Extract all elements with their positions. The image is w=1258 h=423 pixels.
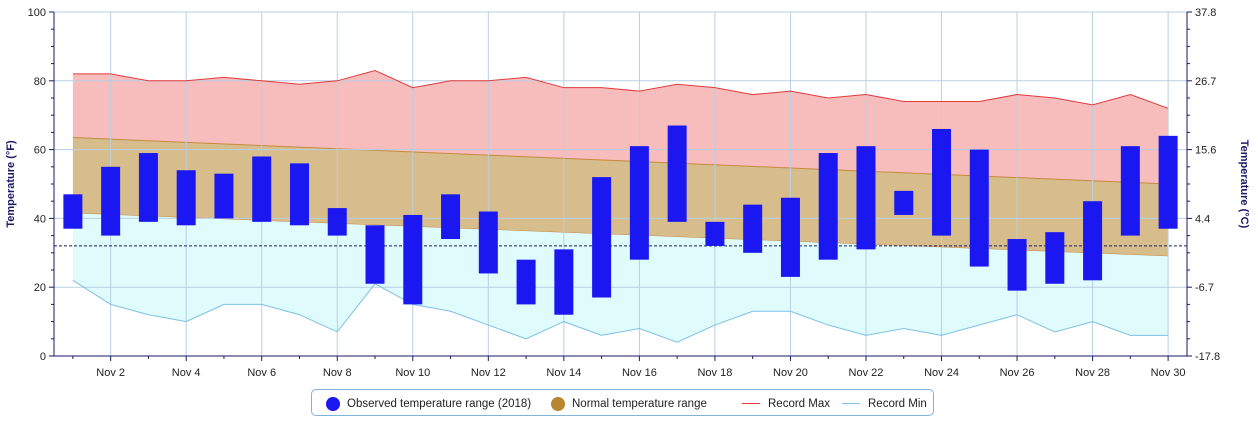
y-right-tick-label-3: 15.6 (1195, 145, 1216, 157)
x-tick-label-nov-28: Nov 28 (1075, 367, 1110, 379)
observed-bar-nov-11 (441, 194, 461, 240)
legend-record-min-label: Record Min (868, 397, 927, 410)
legend-item-normal[interactable]: Normal temperature range (551, 390, 707, 417)
observed-bar-nov-25 (969, 149, 989, 267)
y-left-tick-label-100: 100 (28, 7, 46, 19)
x-tick-label-nov-2: Nov 2 (96, 367, 125, 379)
y-left-tick-label-0: 0 (40, 351, 46, 363)
observed-bar-nov-10 (403, 214, 423, 305)
legend-observed-swatch (326, 396, 340, 411)
axes-layer (49, 11, 1192, 361)
area-layer (72, 70, 1169, 343)
x-tick-label-nov-14: Nov 14 (546, 367, 581, 379)
legend-item-observed[interactable]: Observed temperature range (2018) (326, 390, 531, 417)
grid-layer (54, 11, 1187, 357)
observed-bar-nov-20 (780, 197, 800, 277)
record-min-line (72, 279, 1169, 343)
legend-item-record-min[interactable]: Record Min (842, 390, 927, 417)
observed-bars-layer (63, 125, 1178, 315)
observed-bar-nov-29 (1120, 146, 1140, 236)
legend-normal-swatch (551, 396, 565, 411)
x-tick-label-nov-24: Nov 24 (924, 367, 959, 379)
x-tick-label-nov-8: Nov 8 (323, 367, 352, 379)
y-left-tick-label-40: 40 (34, 213, 46, 225)
observed-bar-nov-30 (1158, 135, 1178, 229)
y-right-tick-label-0: -17.8 (1195, 351, 1220, 363)
legend-normal-label: Normal temperature range (572, 397, 707, 410)
y-left-tick-label-80: 80 (34, 76, 46, 88)
normal-range-area (72, 137, 1169, 257)
observed-bar-nov-3 (138, 153, 158, 222)
x-tick-label-nov-16: Nov 16 (622, 367, 657, 379)
observed-bar-nov-18 (705, 221, 725, 246)
observed-bar-nov-28 (1083, 201, 1103, 281)
legend-item-record-max[interactable]: Record Max (742, 390, 830, 417)
observed-bar-nov-26 (1007, 239, 1027, 291)
observed-bar-nov-2 (101, 166, 121, 236)
record-max-area (72, 70, 1169, 184)
x-tick-label-nov-18: Nov 18 (697, 367, 732, 379)
observed-bar-nov-12 (478, 211, 498, 274)
record-lines-layer (72, 69, 1169, 343)
observed-bar-nov-24 (932, 128, 952, 236)
x-tick-label-nov-20: Nov 20 (773, 367, 808, 379)
x-tick-label-nov-4: Nov 4 (172, 367, 201, 379)
x-tick-label-nov-10: Nov 10 (395, 367, 430, 379)
observed-bar-nov-13 (516, 259, 536, 305)
observed-bar-nov-5 (214, 173, 234, 219)
x-tick-label-nov-26: Nov 26 (1000, 367, 1035, 379)
observed-bar-nov-23 (894, 190, 914, 215)
x-tick-label-nov-30: Nov 30 (1151, 367, 1186, 379)
y-right-tick-label-5: 37.8 (1195, 7, 1216, 19)
observed-bar-nov-6 (252, 156, 272, 222)
y-left-tick-label-20: 20 (34, 282, 46, 294)
observed-bar-nov-9 (365, 225, 385, 284)
observed-bar-nov-16 (629, 146, 649, 260)
y-right-tick-label-4: 26.7 (1195, 76, 1216, 88)
legend-record-max-swatch (742, 403, 760, 404)
observed-bar-nov-19 (743, 204, 763, 253)
legend-record-min-swatch (842, 403, 860, 404)
y-axis-right-title: Temperature (°C) (1238, 140, 1250, 229)
observed-bar-nov-1 (63, 194, 83, 229)
observed-bar-nov-21 (818, 153, 838, 260)
legend-observed-label: Observed temperature range (2018) (347, 397, 532, 410)
x-tick-label-nov-22: Nov 22 (849, 367, 884, 379)
legend: Observed temperature range (2018) Normal… (311, 389, 934, 416)
legend-record-max-label: Record Max (768, 397, 830, 410)
observed-bar-nov-14 (554, 249, 574, 315)
observed-bar-nov-27 (1045, 232, 1065, 284)
x-tick-label-nov-12: Nov 12 (471, 367, 506, 379)
observed-bar-nov-7 (289, 163, 309, 226)
y-right-tick-label-2: 4.4 (1195, 213, 1210, 225)
observed-bar-nov-22 (856, 146, 876, 250)
tick-labels-layer: 0 20 40 60 80 100 -17.8 -6.7 4.4 15.6 26.7 37.8 Nov … (28, 7, 1220, 379)
record-max-line (72, 69, 1169, 109)
observed-bar-nov-8 (327, 208, 347, 236)
y-axis-left-title: Temperature (°F) (5, 140, 17, 228)
y-left-tick-label-60: 60 (34, 145, 46, 157)
observed-bar-nov-4 (176, 170, 196, 226)
y-right-tick-label-1: -6.7 (1195, 282, 1214, 294)
observed-bar-nov-17 (667, 125, 687, 222)
observed-bar-nov-15 (592, 177, 612, 298)
x-tick-label-nov-6: Nov 6 (247, 367, 276, 379)
